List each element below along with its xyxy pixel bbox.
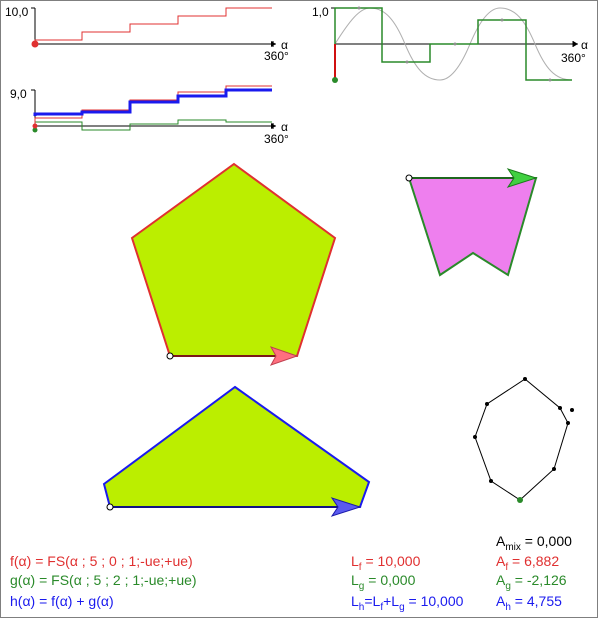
mix-polygon-vertices: [473, 377, 574, 483]
wave-sample-dot: [453, 42, 457, 46]
mix-vertex-dot: [485, 402, 489, 406]
pentagon-start-dot: [166, 352, 174, 360]
graph-wave-x-label: α: [581, 38, 588, 52]
graph-wave-origin-dot: [332, 77, 338, 83]
graph-wave-y-label: 1,0: [312, 5, 329, 19]
notched-polygon: [407, 177, 538, 277]
mix-base-dot: [517, 497, 523, 503]
mix-vertex-dot: [566, 421, 570, 425]
graph-f-origin-dot: [31, 40, 39, 48]
graph-mix-g-line: [34, 119, 272, 131]
shape-notched: [405, 168, 538, 277]
formula-h: h(α) = f(α) + g(α): [10, 593, 114, 609]
graph-mix-h-line: [33, 88, 272, 116]
notched-start-dot: [405, 174, 413, 182]
wave-sample-dot: [548, 78, 552, 82]
area-g: Ag = -2,126: [496, 572, 567, 592]
wave-sample-dot: [357, 6, 361, 10]
graph-f-x-end-label: 360°: [264, 49, 289, 63]
graph-wave: 1,0 α 360°: [312, 5, 588, 83]
graph-wave-sample-dots: [357, 6, 552, 82]
shape-pentagon: [130, 162, 337, 366]
shape-triangle: [102, 385, 371, 517]
length-h: Lh=Lf+Lg = 10,000: [351, 593, 464, 613]
graph-mix-f-line: [34, 85, 272, 126]
mix-vertex-dot: [570, 408, 574, 412]
graph-wave-x-arrow: [573, 41, 578, 47]
graph-f-x-label: α: [281, 38, 288, 52]
mix-polygon-outline: [474, 378, 569, 501]
graph-wave-x-end-label: 360°: [561, 51, 586, 65]
area-mix: Amix = 0,000: [496, 533, 572, 553]
mix-vertex-dot: [552, 467, 556, 471]
length-f: Lf = 10,000: [351, 553, 421, 573]
graph-mix-origin-dot-g: [32, 127, 38, 133]
pentagon-arrow-head: [269, 346, 299, 366]
shape-mix-polygon: [473, 377, 574, 503]
graph-mix-y-label: 9,0: [10, 87, 27, 101]
triangle-arrow-head: [330, 497, 362, 517]
wave-sample-dot: [500, 18, 504, 22]
graph-mix-origin-dot-f: [32, 123, 38, 129]
mix-vertex-dot: [558, 406, 562, 410]
triangle-polygon: [102, 385, 371, 508]
area-f: Af = 6,882: [496, 553, 559, 573]
notched-arrow-head: [506, 168, 538, 188]
graph-mix-x-label: α: [281, 120, 288, 134]
graph-f-y-label: 10,0: [5, 5, 29, 19]
graph-mix-x-end-label: 360°: [264, 132, 289, 146]
graph-f-step-line: [34, 7, 272, 44]
graph-f: 10,0 α 360°: [5, 5, 289, 63]
formula-f: f(α) = FS(α ; 5 ; 0 ; 1;-ue;+ue): [10, 553, 193, 569]
wave-sample-dot: [405, 60, 409, 64]
formula-g: g(α) = FS(α ; 5 ; 2 ; 1;-ue;+ue): [10, 572, 197, 588]
pentagon-polygon: [130, 162, 337, 357]
mix-vertex-dot: [473, 435, 477, 439]
area-h: Ah = 4,755: [496, 593, 562, 613]
graph-mix: 9,0 α 360°: [10, 85, 289, 146]
length-g: Lg = 0,000: [351, 572, 416, 592]
mix-vertex-dot: [489, 479, 493, 483]
mix-vertex-dot: [523, 377, 527, 381]
graph-wave-square: [334, 7, 572, 81]
triangle-start-dot: [106, 503, 114, 511]
